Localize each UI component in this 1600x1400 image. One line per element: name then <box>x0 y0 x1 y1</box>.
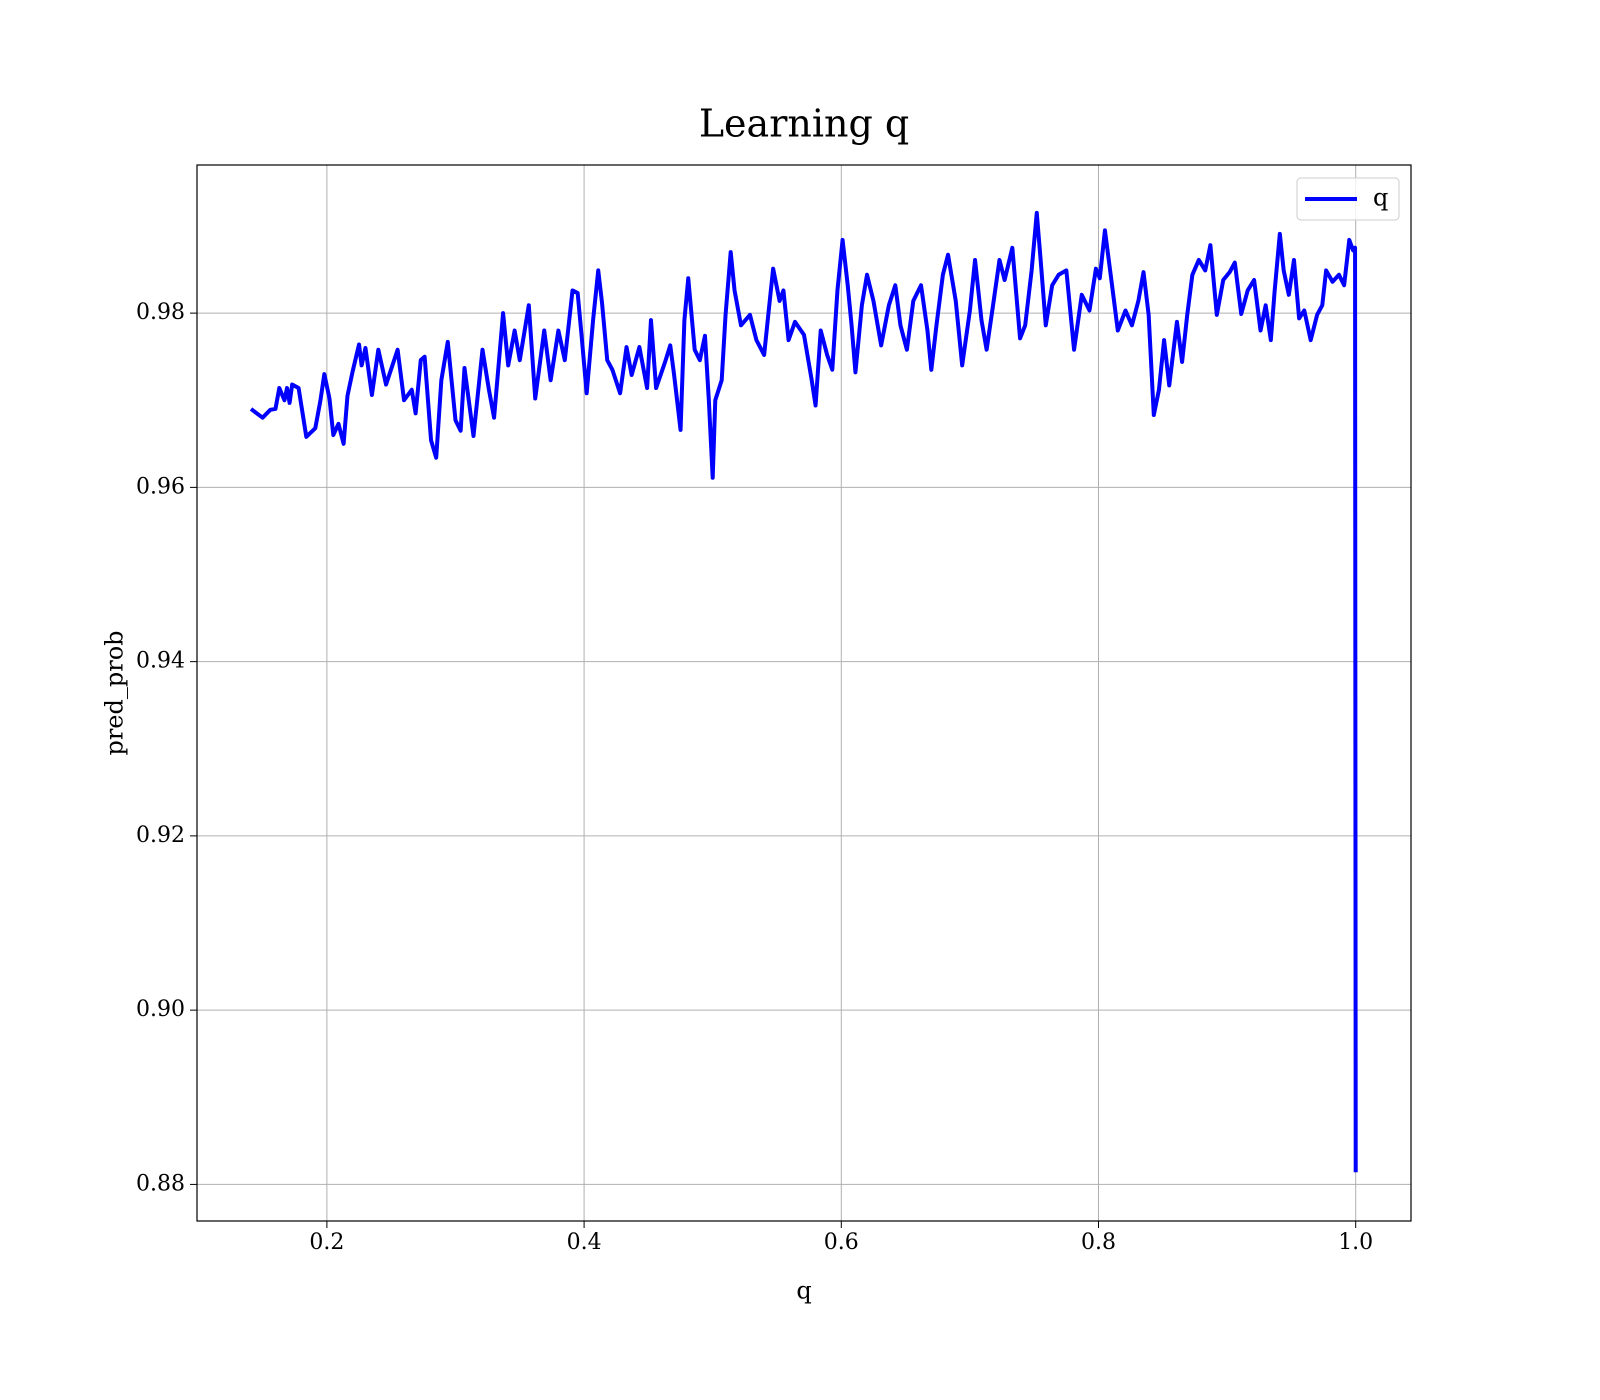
plot-frame <box>196 164 1412 1222</box>
y-tick-label: 0.90 <box>136 997 185 1022</box>
x-tick-label: 0.6 <box>824 1230 859 1255</box>
y-axis-label: pred_prob <box>101 630 129 755</box>
y-tick-label: 0.98 <box>136 300 185 325</box>
y-tick-label: 0.96 <box>136 474 185 499</box>
x-tick-label: 1.0 <box>1338 1230 1373 1255</box>
chart-title: Learning q <box>699 102 909 146</box>
x-tick-label: 0.2 <box>309 1230 344 1255</box>
y-tick-label: 0.92 <box>136 823 185 848</box>
y-tick-label: 0.88 <box>136 1171 185 1196</box>
x-tick-label: 0.8 <box>1081 1230 1116 1255</box>
legend-label: q <box>1373 184 1388 212</box>
x-axis-label: q <box>796 1277 811 1305</box>
data-line <box>249 210 1358 1173</box>
x-tick-label: 0.4 <box>567 1230 602 1255</box>
y-tick-label: 0.94 <box>136 649 185 674</box>
